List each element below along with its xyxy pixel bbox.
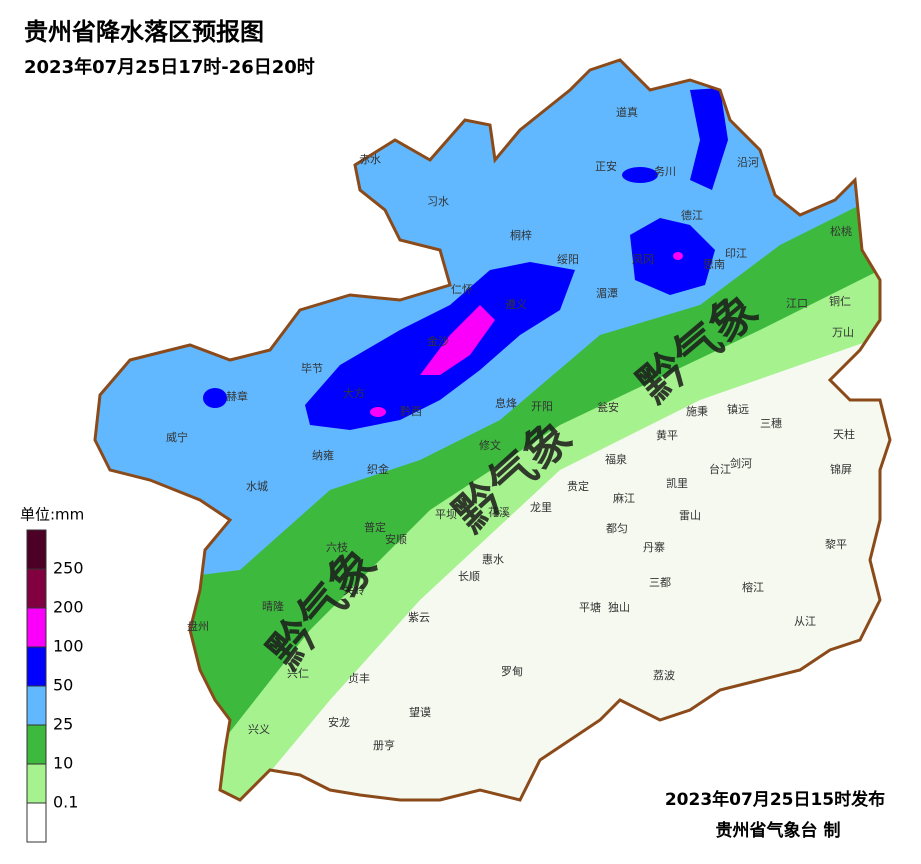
county-label: 平塘 <box>579 600 601 614</box>
legend-label: 50 <box>53 676 73 695</box>
county-label: 德江 <box>681 208 703 222</box>
county-label: 荔波 <box>653 669 675 682</box>
county-label: 关岭 <box>343 583 365 597</box>
legend-unit: 单位:mm <box>20 506 84 524</box>
legend-swatch <box>26 802 47 843</box>
area-storm <box>203 88 728 430</box>
title: 贵州省降水落区预报图 <box>24 18 264 46</box>
county-label: 习水 <box>427 195 449 208</box>
county-label: 贞丰 <box>348 671 370 685</box>
county-label: 册亨 <box>373 738 395 752</box>
issued-time: 2023年07月25日15时发布 <box>665 789 885 810</box>
county-label: 黎平 <box>825 537 847 551</box>
county-label: 镇远 <box>727 402 749 416</box>
county-label: 紫云 <box>408 611 430 624</box>
county-label: 思南 <box>703 258 725 271</box>
legend-label: 100 <box>53 637 84 656</box>
county-label: 安龙 <box>328 715 350 729</box>
county-label: 沿河 <box>737 156 759 169</box>
county-label: 湄潭 <box>596 287 618 300</box>
county-label: 道真 <box>616 105 638 119</box>
county-label: 遵义 <box>505 297 527 311</box>
legend-label: 25 <box>53 715 73 734</box>
county-label: 安顺 <box>385 532 407 546</box>
county-label: 桐梓 <box>510 228 532 242</box>
county-label: 惠水 <box>482 552 504 566</box>
county-label: 平坝 <box>435 507 457 521</box>
county-label: 望谟 <box>409 706 431 719</box>
county-label: 锦屏 <box>830 462 852 476</box>
legend-label: 10 <box>53 754 73 773</box>
area-heavy-storm <box>370 252 683 417</box>
county-label: 黔西 <box>400 404 422 418</box>
county-label: 施秉 <box>686 404 708 418</box>
county-label: 独山 <box>608 601 630 614</box>
county-label: 铜仁 <box>829 294 851 308</box>
county-label: 龙里 <box>530 501 552 514</box>
county-label: 务川 <box>654 165 676 178</box>
county-label: 罗甸 <box>501 665 523 678</box>
county-label: 瓮安 <box>597 400 619 414</box>
county-label: 雷山 <box>679 509 701 522</box>
county-label: 花溪 <box>488 506 510 519</box>
county-label: 纳雍 <box>312 448 334 462</box>
county-label: 开阳 <box>531 400 553 413</box>
legend-label: 250 <box>53 559 84 578</box>
county-label: 毕节 <box>301 362 323 375</box>
county-label: 盘州 <box>187 619 209 633</box>
legend-swatch <box>26 763 47 804</box>
legend-swatch <box>26 607 47 648</box>
legend-label: 200 <box>53 598 84 617</box>
county-label: 大方 <box>343 386 365 400</box>
county-label: 福泉 <box>605 452 627 466</box>
county-label: 晴隆 <box>262 599 284 613</box>
county-label: 水城 <box>246 480 268 493</box>
county-label: 兴仁 <box>287 667 309 680</box>
county-label: 台江 <box>709 462 731 476</box>
county-label: 威宁 <box>166 430 188 444</box>
agency: 贵州省气象台 制 <box>716 820 841 841</box>
county-label: 榕江 <box>742 580 764 594</box>
county-label: 金沙 <box>427 334 449 348</box>
county-label: 凤冈 <box>632 253 654 266</box>
county-label: 三穗 <box>760 417 782 430</box>
county-label: 三都 <box>649 576 671 589</box>
county-label: 都匀 <box>606 522 628 535</box>
county-label: 贵定 <box>567 479 589 493</box>
county-label: 麻江 <box>613 491 635 505</box>
legend: 250 200 100 50 25 10 0.1 <box>26 529 84 843</box>
legend-label: 0.1 <box>53 793 78 812</box>
county-label: 江口 <box>786 297 808 310</box>
county-label: 丹寨 <box>643 540 665 554</box>
legend-swatch <box>26 529 47 570</box>
county-label: 长顺 <box>458 570 480 583</box>
legend-swatch <box>26 568 47 609</box>
county-label: 赫章 <box>226 389 248 403</box>
county-label: 普定 <box>364 520 386 534</box>
subtitle: 2023年07月25日17时-26日20时 <box>24 56 315 78</box>
county-label: 赤水 <box>359 153 381 166</box>
legend-swatch <box>26 646 47 687</box>
county-label: 修文 <box>479 438 501 452</box>
county-label: 绥阳 <box>557 253 579 266</box>
county-label: 凯里 <box>666 477 688 490</box>
legend-swatch <box>26 724 47 765</box>
county-label: 从江 <box>794 615 816 628</box>
county-label: 天柱 <box>833 427 855 441</box>
county-label: 织金 <box>367 462 389 476</box>
county-label: 万山 <box>832 326 854 339</box>
county-label: 剑河 <box>730 456 752 470</box>
county-label: 仁怀 <box>451 283 473 296</box>
county-label: 六枝 <box>326 540 348 554</box>
county-label: 印江 <box>725 247 747 260</box>
county-label: 黄平 <box>656 428 678 442</box>
county-label: 兴义 <box>248 723 270 736</box>
county-label: 正安 <box>595 159 617 173</box>
county-label: 息烽 <box>495 396 517 410</box>
legend-swatch <box>26 685 47 726</box>
county-label: 松桃 <box>830 224 852 238</box>
